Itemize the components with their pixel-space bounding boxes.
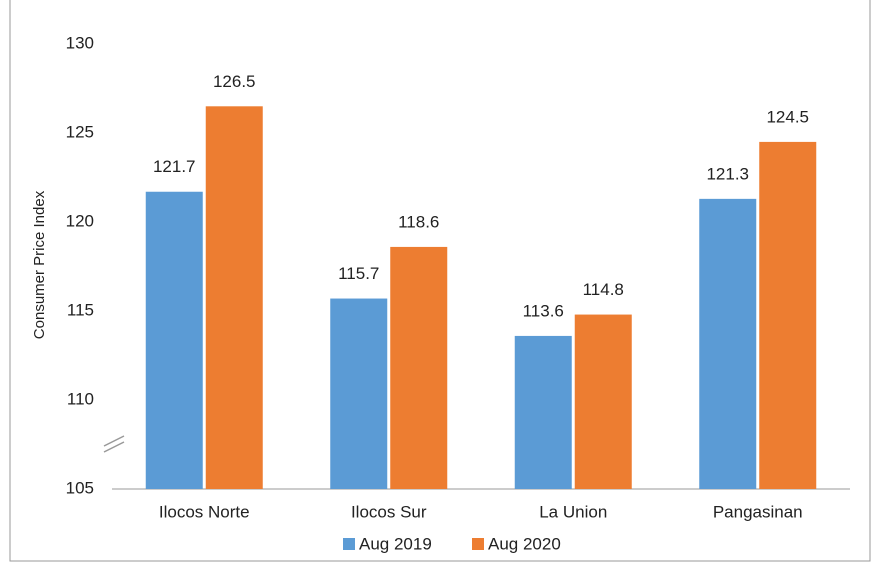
- data-label: 113.6: [523, 301, 564, 320]
- data-label: 115.7: [338, 264, 379, 283]
- y-tick-label: 105: [66, 478, 94, 497]
- bar: [699, 198, 757, 490]
- y-tick-label: 125: [66, 122, 94, 141]
- axis-break-line: [103, 441, 125, 453]
- x-tick-label: Ilocos Norte: [159, 502, 250, 521]
- y-tick-label: 110: [67, 389, 94, 408]
- bar: [514, 335, 572, 489]
- legend-swatch: [343, 538, 355, 550]
- bar: [205, 106, 263, 490]
- legend-label: Aug 2020: [488, 534, 561, 553]
- data-label: 126.5: [213, 72, 256, 91]
- bar: [145, 191, 203, 490]
- bar: [390, 246, 448, 489]
- legend-swatch: [472, 538, 484, 550]
- bar: [759, 141, 817, 489]
- bar: [330, 298, 388, 489]
- x-tick-label: Pangasinan: [713, 502, 803, 521]
- data-label: 114.8: [583, 280, 624, 299]
- axis-break: [103, 435, 125, 453]
- y-tick-label: 120: [66, 211, 94, 230]
- x-tick-label: La Union: [539, 502, 607, 521]
- data-label: 121.3: [706, 164, 749, 183]
- axis-break-line: [103, 435, 125, 447]
- data-label: 124.5: [766, 107, 809, 126]
- legend-label: Aug 2019: [359, 534, 432, 553]
- y-tick-label: 130: [66, 33, 94, 52]
- x-tick-label: Ilocos Sur: [351, 502, 427, 521]
- data-label: 118.6: [398, 212, 439, 231]
- data-label: 121.7: [153, 157, 196, 176]
- bar: [574, 314, 632, 489]
- y-axis-label: Consumer Price Index: [31, 190, 48, 339]
- y-tick-label: 115: [67, 300, 94, 319]
